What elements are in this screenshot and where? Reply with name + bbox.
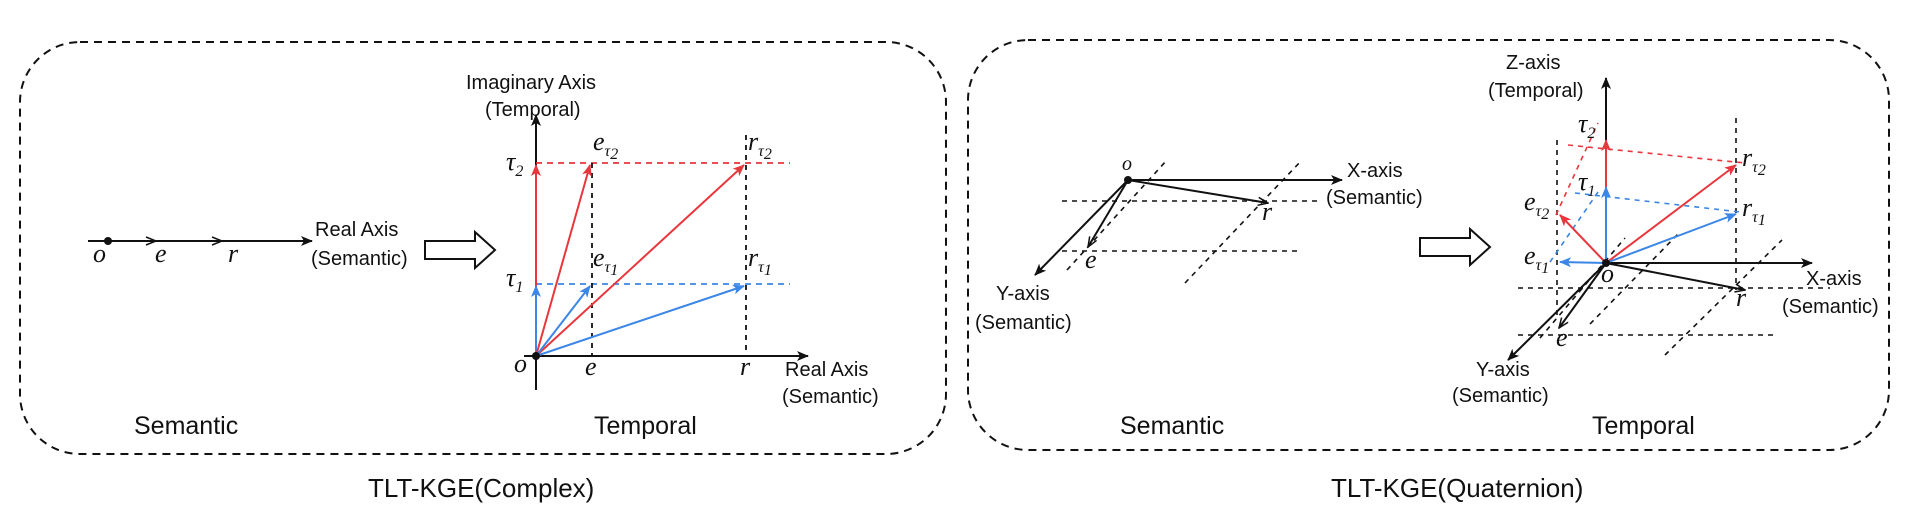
complex-tau1-label: τ1 (506, 263, 523, 296)
quaternion-transition-arrow (1419, 226, 1492, 268)
quaternion-e-label: e (1556, 323, 1568, 352)
real-axis-subtitle: (Semantic) (782, 386, 879, 408)
complex-r-axis-label: r (740, 352, 751, 381)
x-axis-right-subtitle: (Semantic) (1782, 296, 1879, 318)
x-axis-title: X-axis (1347, 160, 1403, 182)
quaternion-semantic-e-label: e (1085, 245, 1097, 274)
quaternion-semantic-plot (1034, 159, 1343, 284)
complex-semantic-caption: Semantic (134, 412, 238, 440)
quaternion-origin-label: o (1601, 259, 1614, 288)
complex-tau2-label: τ2 (506, 147, 523, 180)
real-axis-title: Real Axis (785, 359, 868, 381)
z-axis-subtitle: (Temporal) (1488, 80, 1584, 102)
quaternion-e-tau2-label: eτ2 (1524, 187, 1549, 223)
quaternion-tau2-label: τ2 (1578, 109, 1595, 142)
complex-temporal-caption: Temporal (594, 412, 697, 440)
y-axis-right-title: Y-axis (1476, 359, 1530, 381)
quaternion-temporal-axes (1507, 77, 1813, 361)
complex-transition-arrow (424, 229, 497, 271)
imaginary-axis-title: Imaginary Axis (466, 72, 596, 94)
complex-origin-label: o (514, 349, 527, 378)
quaternion-temporal-vectors (1559, 139, 1737, 268)
imaginary-axis-subtitle: (Temporal) (485, 99, 581, 121)
complex-panel-title: TLT-KGE(Complex) (368, 473, 594, 503)
complex-line-r-label: r (228, 239, 239, 268)
quaternion-temporal-guides (1518, 118, 1830, 356)
complex-vectors (531, 164, 745, 360)
quaternion-r-tau2-label: rτ2 (1742, 143, 1766, 179)
complex-e-axis-label: e (585, 352, 597, 381)
complex-semantic-line (88, 236, 313, 246)
quaternion-semantic-caption: Semantic (1120, 412, 1224, 440)
y-axis-right-subtitle: (Semantic) (1452, 385, 1549, 407)
quaternion-semantic-origin-label: o (1122, 153, 1132, 175)
z-axis-title: Z-axis (1506, 52, 1560, 74)
complex-r-tau1-label: rτ1 (748, 243, 772, 279)
complex-e-tau1-label: eτ1 (593, 243, 618, 279)
quaternion-panel-border (967, 39, 1890, 451)
y-axis-subtitle: (Semantic) (975, 312, 1072, 334)
x-axis-right-title: X-axis (1806, 268, 1862, 290)
quaternion-semantic-r-label: r (1262, 197, 1273, 226)
complex-line-axis-subtitle: (Semantic) (311, 248, 408, 270)
complex-r-tau2-label: rτ2 (748, 127, 772, 163)
complex-e-tau2-label: eτ2 (593, 127, 618, 163)
complex-line-e-label: e (155, 239, 167, 268)
quaternion-temporal-caption: Temporal (1592, 412, 1695, 440)
quaternion-tau1-label: τ1 (1578, 167, 1595, 200)
quaternion-e-tau1-label: eτ1 (1524, 241, 1549, 277)
complex-line-axis-title: Real Axis (315, 219, 398, 241)
quaternion-r-tau1-label: rτ1 (1742, 193, 1766, 229)
y-axis-title: Y-axis (996, 283, 1050, 305)
complex-line-origin-label: o (93, 239, 106, 268)
x-axis-subtitle: (Semantic) (1326, 187, 1423, 209)
complex-guide-lines (536, 135, 790, 356)
quaternion-panel-title: TLT-KGE(Quaternion) (1331, 473, 1583, 503)
quaternion-r-label: r (1736, 283, 1747, 312)
